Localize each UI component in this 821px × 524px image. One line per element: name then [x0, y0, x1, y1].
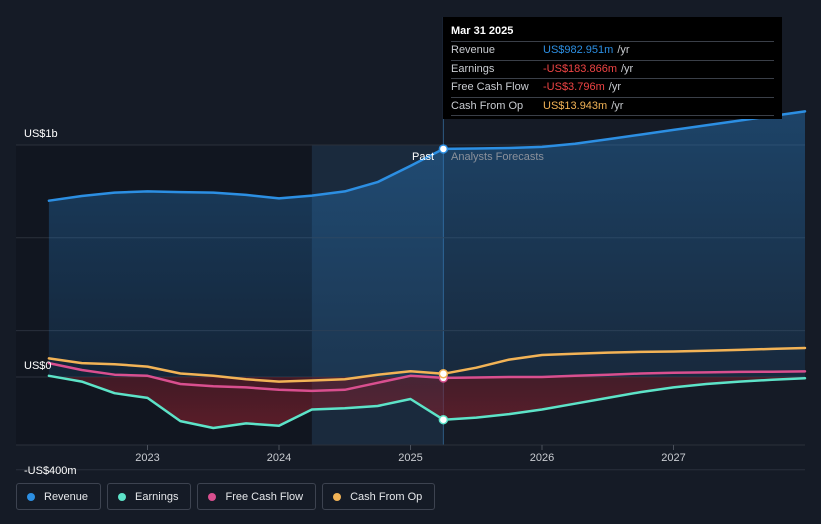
- series-line-free-cash-flow: [47, 361, 807, 393]
- x-tick-label: 2025: [398, 452, 422, 464]
- y-tick-label: US$1b: [24, 128, 58, 140]
- legend-item-earnings[interactable]: Earnings: [107, 483, 192, 510]
- tooltip-label: Earnings: [451, 62, 495, 75]
- series-line-earnings: [47, 374, 807, 430]
- series-line-cash-from-op: [47, 346, 807, 383]
- past-label: Past: [412, 151, 434, 163]
- legend-dot-icon: [333, 492, 342, 501]
- tooltip-value: -US$183.866m: [543, 62, 617, 75]
- tooltip-date: Mar 31 2025: [451, 25, 514, 37]
- tooltip-value: US$982.951m: [543, 44, 614, 56]
- chart-canvas: US$1b US$0 -US$400m 2023 2024 2025 2026 2027 Pa…: [16, 17, 807, 477]
- legend-item-cash-from-op[interactable]: Cash From Op: [322, 483, 436, 510]
- data-point-revenue: [438, 144, 449, 154]
- revenue-area: [48, 111, 805, 378]
- x-tick-label: 2026: [530, 452, 554, 464]
- y-tick-label: US$0: [24, 360, 52, 372]
- chart-lines: [47, 110, 807, 430]
- chart-labels: Past Analysts Forecasts: [412, 151, 544, 163]
- tooltip: Mar 31 2025 Revenue US$982.951m /yr Earn…: [443, 17, 782, 119]
- y-tick-label: -US$400m: [24, 465, 77, 477]
- legend: Revenue Earnings Free Cash Flow Cash Fro…: [16, 483, 436, 510]
- tooltip-row-revenue: Revenue US$982.951m /yr: [451, 41, 774, 60]
- legend-label: Cash From Op: [350, 490, 423, 503]
- legend-item-revenue[interactable]: Revenue: [16, 483, 102, 510]
- x-tick-label: 2024: [267, 452, 291, 464]
- tooltip-unit: /yr: [621, 62, 634, 75]
- data-point-earnings: [438, 414, 449, 425]
- legend-label: Free Cash Flow: [225, 490, 304, 503]
- data-point-cash-from-op: [438, 369, 449, 379]
- tooltip-label: Cash From Op: [451, 99, 524, 112]
- tooltip-unit: /yr: [611, 99, 624, 112]
- tooltip-label: Revenue: [451, 44, 496, 56]
- chart-axes: US$1b US$0 -US$400m 2023 2024 2025 2026 2027: [16, 128, 805, 477]
- x-tick-label: 2027: [661, 452, 685, 464]
- earnings-area: [48, 375, 805, 428]
- tooltip-label: Free Cash Flow: [451, 81, 529, 93]
- series-line-revenue: [47, 110, 807, 202]
- tooltip-unit: /yr: [608, 81, 621, 93]
- tooltip-row-cash-from-op: Cash From Op US$13.943m /yr: [451, 96, 774, 116]
- forecast-label: Analysts Forecasts: [451, 151, 544, 163]
- legend-dot-icon: [208, 492, 217, 501]
- tooltip-row-free-cash-flow: Free Cash Flow -US$3.796m /yr: [451, 78, 774, 97]
- chart-areas: [48, 111, 805, 428]
- tooltip-value: -US$3.796m: [543, 81, 605, 93]
- legend-dot-icon: [118, 492, 127, 501]
- legend-dot-icon: [27, 492, 35, 501]
- legend-label: Revenue: [44, 490, 89, 503]
- tooltip-value: US$13.943m: [543, 99, 608, 112]
- tooltip-unit: /yr: [617, 44, 630, 56]
- legend-label: Earnings: [135, 490, 179, 503]
- tooltip-row-earnings: Earnings -US$183.866m /yr: [451, 59, 774, 79]
- legend-item-free-cash-flow[interactable]: Free Cash Flow: [197, 483, 317, 510]
- x-tick-label: 2023: [135, 452, 159, 464]
